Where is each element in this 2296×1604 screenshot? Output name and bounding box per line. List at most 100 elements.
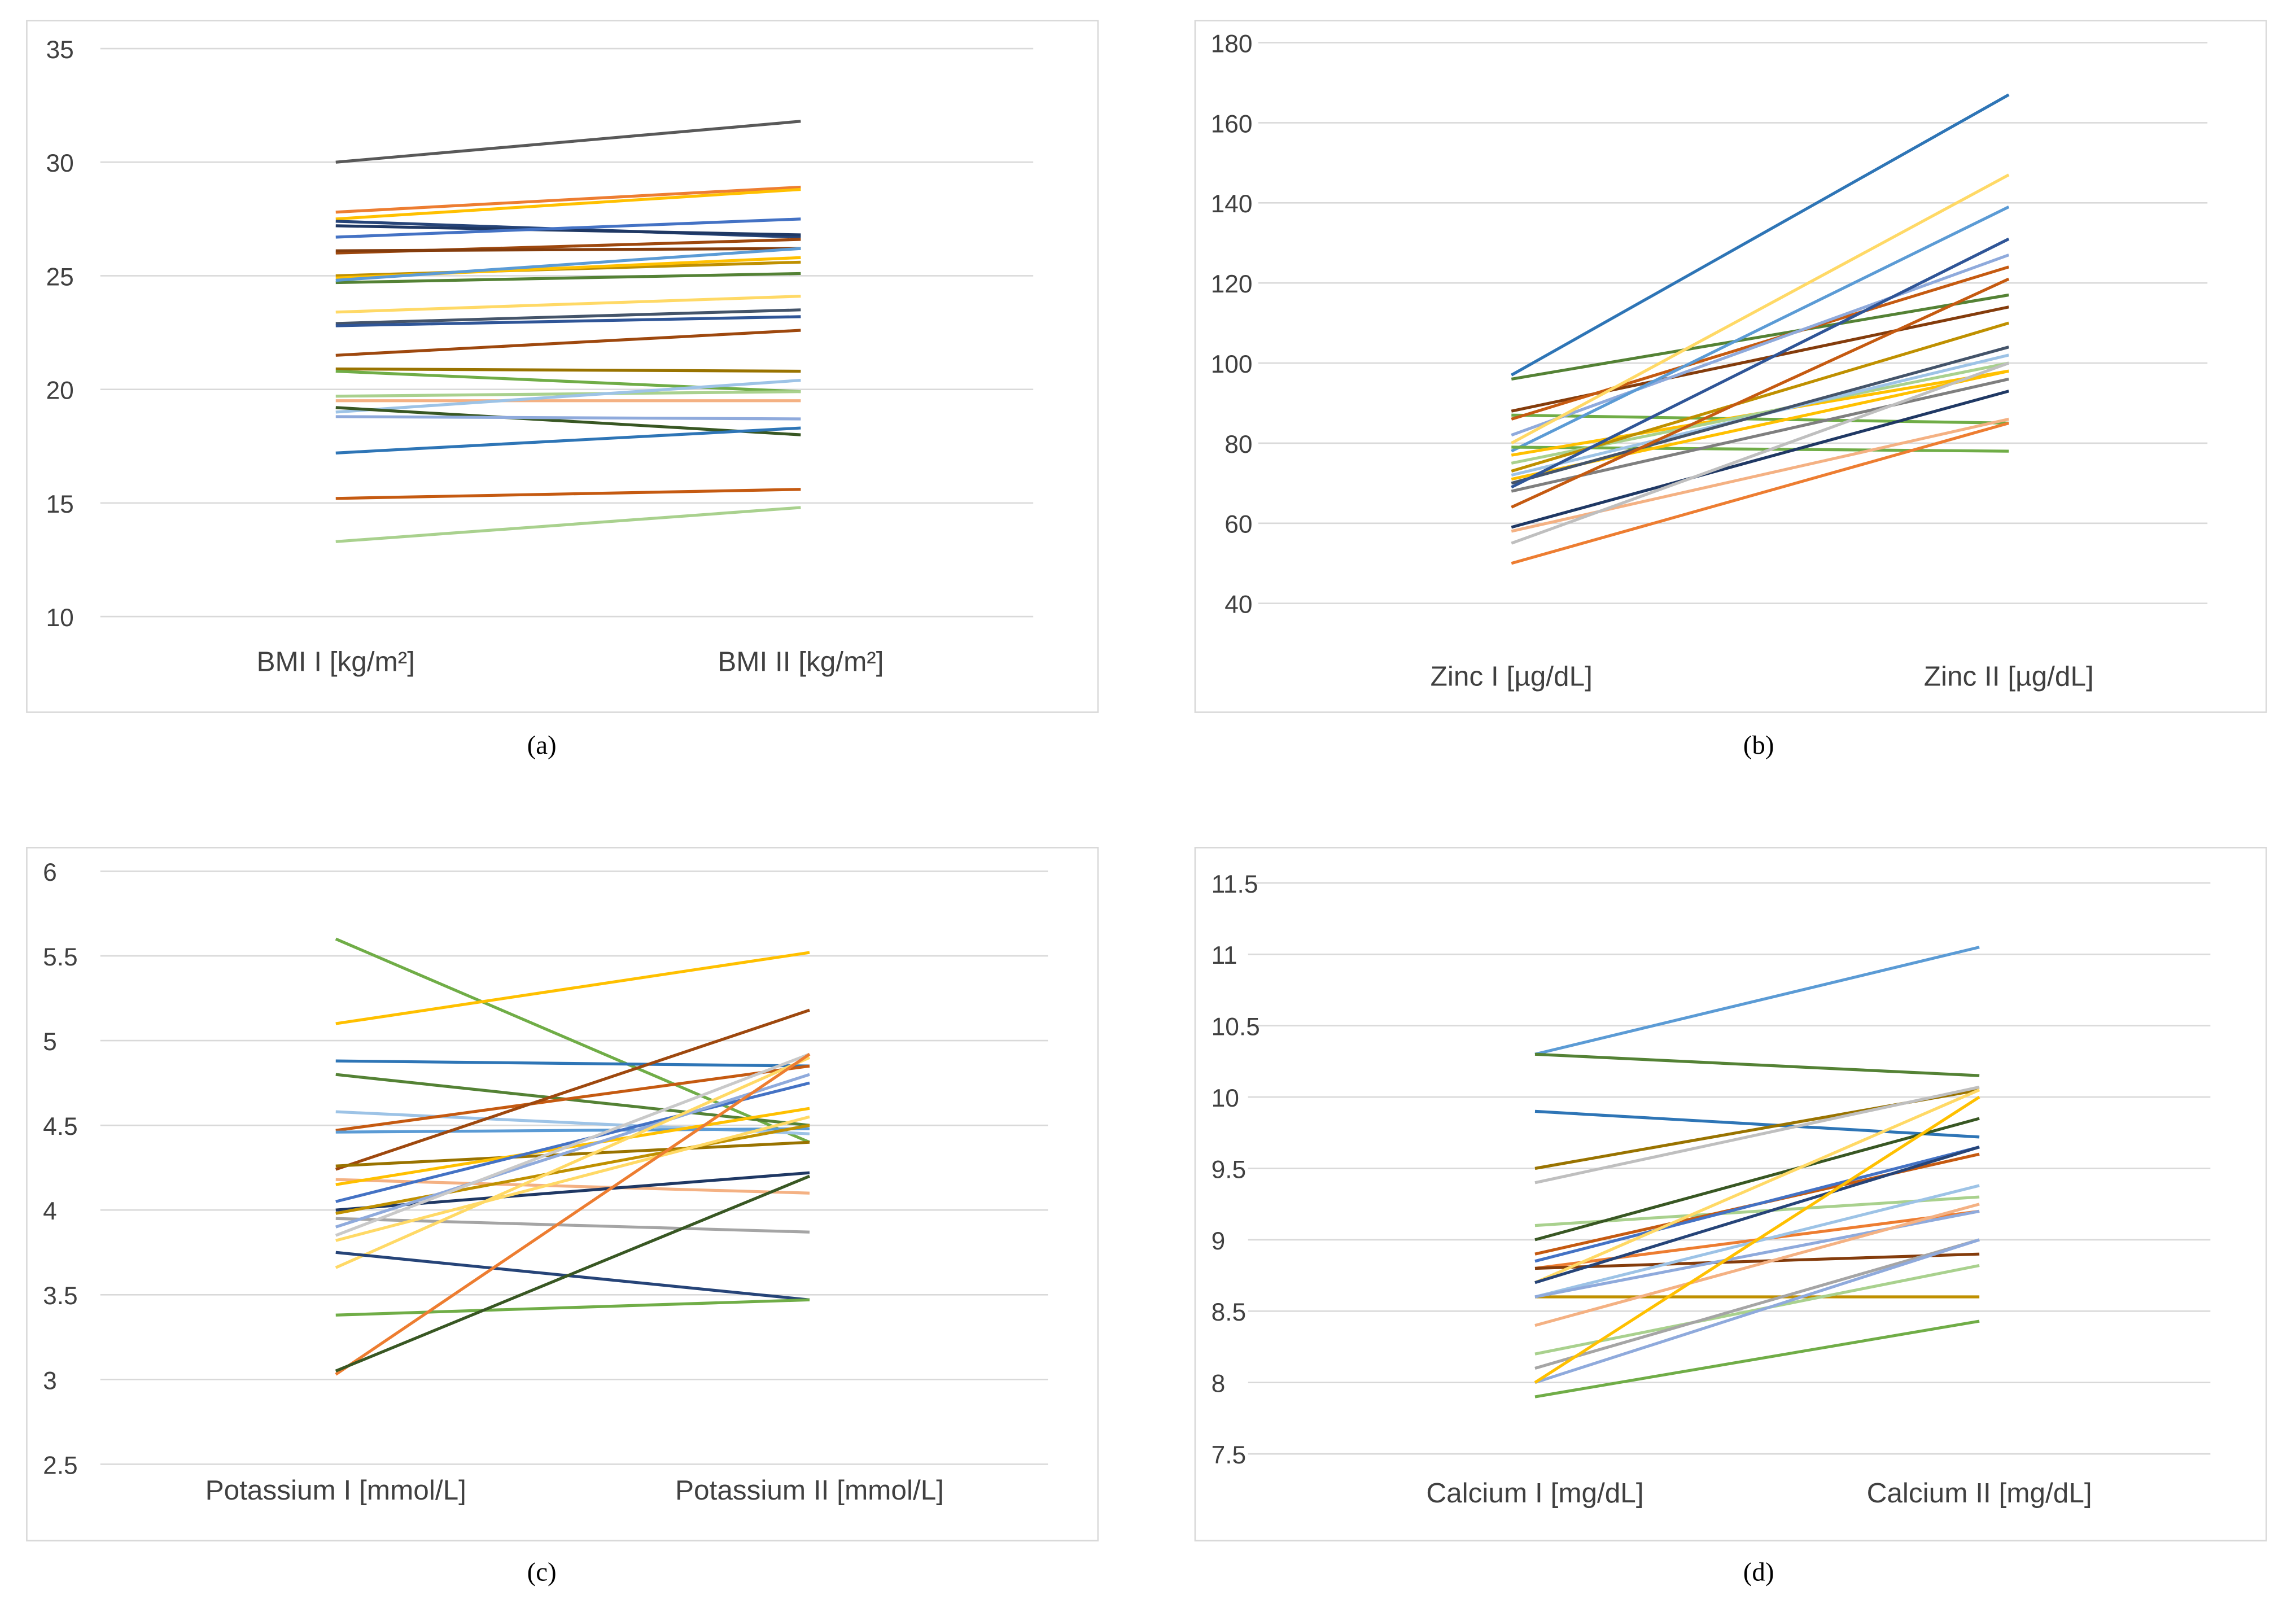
series-line xyxy=(1511,293,2009,381)
y-tick-label: 35 xyxy=(46,36,74,64)
y-tick-label: 140 xyxy=(1211,190,1253,218)
x-tick-label: BMI I [kg/m²] xyxy=(256,646,415,678)
series-line xyxy=(1511,361,2010,545)
series-line xyxy=(335,329,801,357)
y-tick-label: 100 xyxy=(1211,351,1253,378)
y-tick-label: 9 xyxy=(1212,1227,1226,1255)
series-line xyxy=(335,308,801,325)
x-tick-label: Zinc II [µg/dL] xyxy=(1924,661,2094,692)
series-line xyxy=(335,1251,810,1301)
series-line xyxy=(335,367,801,373)
panel-caption: (a) xyxy=(527,731,557,760)
y-tick-label: 7.5 xyxy=(1212,1441,1247,1469)
series-line xyxy=(1534,1095,1980,1384)
series-line xyxy=(335,1127,810,1134)
y-tick-label: 30 xyxy=(46,150,74,177)
series-line xyxy=(1534,946,1980,1056)
panel-frame xyxy=(1194,846,2267,1542)
series-line xyxy=(335,369,801,394)
series-line xyxy=(335,378,801,414)
x-tick-label: Potassium I [mmol/L] xyxy=(205,1475,466,1506)
y-tick-label: 20 xyxy=(46,377,74,405)
y-tick-label: 4.5 xyxy=(43,1113,78,1140)
panel-caption: (d) xyxy=(1743,1558,1774,1587)
y-tick-label: 60 xyxy=(1224,511,1252,539)
x-tick-label: BMI II [kg/m²] xyxy=(718,646,884,678)
y-tick-label: 11 xyxy=(1212,942,1237,969)
series-line xyxy=(1534,1089,1980,1284)
x-tick-label: Calcium I [mg/dL] xyxy=(1426,1478,1643,1509)
series-line xyxy=(1534,1203,1980,1327)
y-tick-label: 2.5 xyxy=(43,1452,78,1479)
y-tick-label: 80 xyxy=(1224,431,1252,458)
series-line xyxy=(335,217,801,239)
series-line xyxy=(1511,237,2010,489)
series-line xyxy=(1534,1319,1980,1398)
series-line xyxy=(335,1107,810,1186)
series-line xyxy=(1511,254,2010,437)
series-line xyxy=(335,1140,810,1168)
series-line xyxy=(1534,1252,1980,1270)
y-tick-label: 5 xyxy=(43,1028,57,1056)
x-tick-label: Calcium II [mg/dL] xyxy=(1867,1478,2092,1509)
series-line xyxy=(1534,1085,1980,1185)
series-line xyxy=(335,1174,811,1373)
series-line xyxy=(1534,1146,1980,1263)
panel-caption: (c) xyxy=(527,1558,557,1587)
series-line xyxy=(335,185,801,214)
series-line xyxy=(1534,1238,1980,1370)
series-line xyxy=(335,1073,810,1229)
series-line xyxy=(335,1298,810,1317)
series-line xyxy=(335,1052,810,1237)
y-tick-label: 3 xyxy=(43,1367,57,1395)
series-line xyxy=(1511,413,2009,425)
series-line xyxy=(335,187,801,221)
y-tick-label: 3.5 xyxy=(43,1282,78,1310)
x-tick-label: Zinc I [µg/dL] xyxy=(1431,661,1593,692)
series-line xyxy=(1511,377,2009,493)
y-tick-label: 8 xyxy=(1212,1370,1226,1398)
series-line xyxy=(335,1008,810,1171)
series-line xyxy=(335,1064,810,1132)
y-tick-label: 40 xyxy=(1224,591,1252,619)
y-tick-label: 120 xyxy=(1211,270,1253,298)
series-line xyxy=(335,506,801,543)
series-line xyxy=(1511,93,2010,377)
series-line xyxy=(335,488,801,500)
series-line xyxy=(1511,173,2010,445)
series-line xyxy=(335,406,801,436)
series-line xyxy=(1511,265,2010,421)
y-tick-label: 6 xyxy=(43,859,57,886)
y-tick-label: 160 xyxy=(1211,110,1253,138)
series-line xyxy=(335,120,801,164)
y-tick-label: 4 xyxy=(43,1197,57,1225)
series-line xyxy=(335,247,801,252)
series-line xyxy=(335,390,801,398)
y-tick-label: 10 xyxy=(46,604,74,632)
series-line xyxy=(335,1056,811,1269)
x-tick-label: Potassium II [mmol/L] xyxy=(675,1475,944,1506)
y-tick-label: 10 xyxy=(1212,1085,1239,1112)
y-tick-label: 5.5 xyxy=(43,943,78,971)
series-line xyxy=(1511,421,2009,565)
series-line xyxy=(335,272,801,285)
series-line xyxy=(335,224,801,237)
series-line xyxy=(335,415,801,421)
series-line xyxy=(335,315,801,327)
panel-frame xyxy=(26,846,1099,1542)
series-line xyxy=(335,1059,810,1068)
y-tick-label: 180 xyxy=(1211,30,1253,58)
y-tick-label: 25 xyxy=(46,263,74,291)
series-line xyxy=(335,1052,811,1376)
series-line xyxy=(335,426,801,454)
series-line xyxy=(335,1115,810,1242)
series-line xyxy=(1511,206,2010,453)
series-line xyxy=(1534,1146,1980,1284)
series-line xyxy=(1511,390,2009,529)
panel-frame xyxy=(26,20,1099,713)
y-tick-label: 8.5 xyxy=(1212,1299,1247,1326)
series-line xyxy=(1534,1238,1980,1384)
series-line xyxy=(1511,346,2009,485)
series-line xyxy=(335,951,810,1025)
